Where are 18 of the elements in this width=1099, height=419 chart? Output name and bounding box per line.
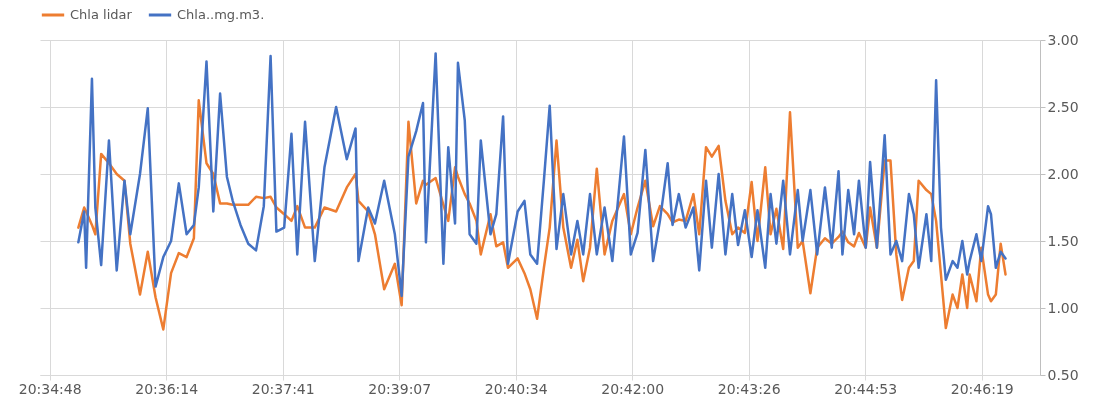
y-tick-label: 2.50 — [1047, 98, 1079, 115]
x-tick-label: 20:34:48 — [18, 380, 82, 397]
x-tick-label: 20:46:19 — [950, 380, 1014, 397]
y-tick-label: 1.00 — [1047, 299, 1079, 316]
y-tick-label: 1.50 — [1047, 232, 1079, 249]
legend-label: Chla..mg.m3. — [177, 7, 265, 22]
y-tick-label: 0.50 — [1047, 366, 1079, 383]
x-tick-label: 20:37:41 — [251, 380, 315, 397]
y-tick-label: 2.00 — [1047, 165, 1079, 182]
x-tick-label: 20:39:07 — [368, 380, 432, 397]
legend-label: Chla lidar — [70, 7, 133, 22]
x-tick-label: 20:44:53 — [834, 380, 898, 397]
x-tick-label: 20:40:34 — [484, 380, 548, 397]
x-tick-label: 20:42:00 — [601, 380, 665, 397]
y-tick-label: 3.00 — [1047, 31, 1079, 48]
x-tick-label: 20:43:26 — [717, 380, 781, 397]
x-tick-label: 20:36:14 — [135, 380, 199, 397]
line-series — [77, 52, 1007, 298]
